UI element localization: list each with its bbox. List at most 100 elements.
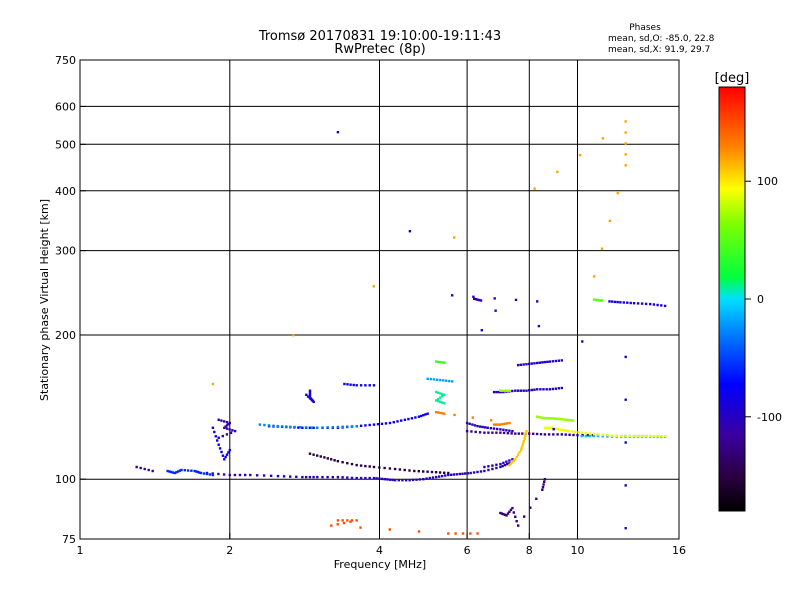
data-point: [312, 475, 315, 479]
data-point: [502, 428, 505, 431]
data-point: [383, 478, 386, 481]
data-point: [511, 506, 514, 510]
data-point: [386, 478, 389, 481]
data-point: [169, 470, 173, 474]
data-point: [443, 412, 446, 415]
data-point: [403, 418, 407, 421]
data-point: [568, 433, 571, 436]
data-point: [461, 472, 464, 475]
data-point: [346, 476, 349, 479]
data-point: [336, 475, 340, 479]
data-point: [543, 480, 546, 483]
data-point: [551, 360, 554, 363]
data-point: [323, 456, 326, 459]
data-point: [436, 378, 439, 381]
data-point: [545, 426, 548, 429]
y-tick-label: 400: [55, 185, 76, 198]
data-point: [499, 390, 503, 394]
data-point: [517, 524, 520, 527]
data-point: [632, 302, 636, 305]
data-point: [306, 395, 310, 398]
data-point: [289, 475, 292, 478]
data-point: [472, 471, 476, 474]
data-point: [442, 379, 445, 382]
data-point: [541, 488, 544, 491]
data-point: [483, 465, 486, 469]
data-point: [418, 478, 422, 481]
data-point: [430, 470, 434, 474]
data-point: [594, 298, 598, 302]
data-point: [636, 302, 640, 305]
data-point: [295, 475, 298, 478]
data-point: [143, 467, 146, 471]
data-point: [495, 463, 498, 466]
data-point: [439, 411, 442, 415]
colorbar-ticks: 100 0 -100: [745, 175, 782, 424]
data-point: [506, 512, 510, 515]
data-point: [519, 448, 523, 452]
data-point: [636, 434, 640, 438]
data-point: [517, 363, 520, 367]
data-point: [532, 432, 535, 435]
data-point: [424, 413, 427, 416]
data-point: [517, 432, 520, 435]
data-point: [538, 361, 541, 364]
data-point: [316, 426, 319, 429]
data-point: [537, 324, 541, 328]
data-point: [547, 433, 551, 436]
data-point: [228, 428, 231, 431]
data-point: [447, 532, 450, 535]
data-point: [308, 475, 312, 479]
data-point: [447, 471, 450, 475]
data-point: [301, 426, 304, 429]
data-point: [417, 415, 421, 418]
data-point: [478, 298, 481, 302]
y-tick-label: 500: [55, 138, 76, 151]
data-point: [508, 429, 511, 432]
data-point: [258, 423, 262, 426]
data-point: [346, 383, 349, 386]
data-point: [557, 359, 560, 362]
data-point: [308, 389, 312, 392]
data-point: [263, 423, 266, 427]
data-point: [468, 422, 471, 425]
data-point: [435, 475, 438, 479]
data-point: [426, 470, 429, 473]
data-point: [312, 426, 315, 429]
data-point: [349, 383, 352, 386]
data-point: [346, 462, 349, 465]
data-point: [624, 164, 627, 167]
data-point: [378, 477, 381, 480]
data-point: [515, 455, 518, 459]
data-point: [649, 302, 652, 306]
data-point: [441, 401, 444, 404]
data-point: [349, 520, 352, 523]
data-point: [225, 421, 229, 424]
data-point: [435, 399, 438, 402]
data-point: [455, 473, 459, 476]
data-point: [282, 475, 286, 478]
data-point: [238, 473, 242, 477]
data-point: [439, 360, 442, 364]
data-point: [244, 473, 247, 477]
data-point: [439, 400, 442, 404]
data-point: [564, 433, 567, 436]
data-point: [321, 475, 324, 479]
data-point: [476, 425, 479, 428]
data-point: [542, 483, 545, 486]
x-tick-label: 6: [464, 544, 471, 557]
data-point: [276, 474, 280, 478]
data-point: [180, 468, 183, 472]
data-point: [515, 520, 518, 523]
data-point: [135, 465, 138, 469]
data-point: [410, 417, 414, 420]
data-point: [342, 521, 346, 525]
data-point: [560, 428, 563, 431]
data-point: [554, 417, 558, 420]
chart-subtitle: RwPretec (8p): [334, 42, 425, 57]
data-point: [435, 411, 438, 414]
data-point: [608, 300, 611, 303]
data-point: [525, 389, 528, 392]
data-point: [217, 418, 220, 421]
data-point: [556, 427, 559, 431]
